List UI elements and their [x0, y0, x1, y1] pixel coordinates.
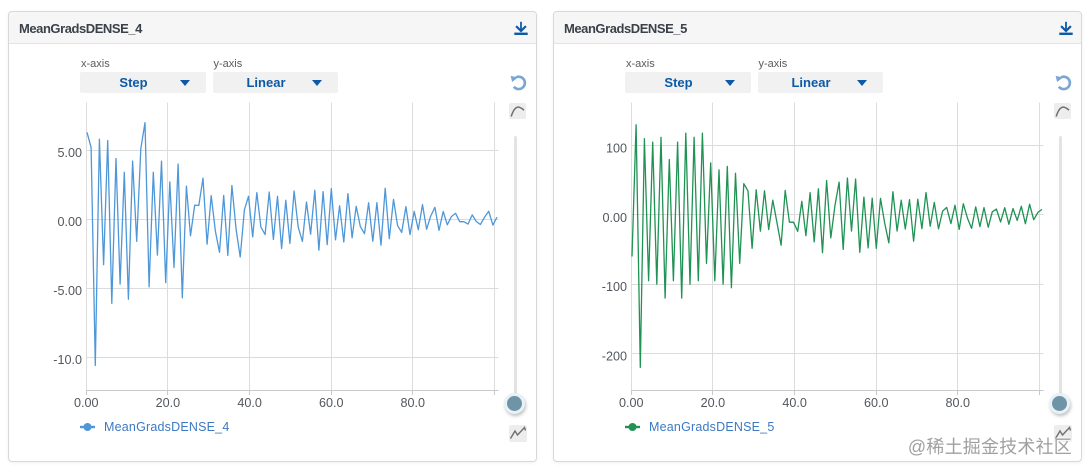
svg-text:60.0: 60.0 [864, 396, 889, 410]
svg-text:-10.0: -10.0 [53, 353, 82, 367]
svg-text:20.0: 20.0 [701, 396, 726, 410]
svg-text:0.00: 0.00 [57, 215, 82, 229]
svg-text:-200: -200 [602, 350, 627, 364]
svg-text:40.0: 40.0 [782, 396, 807, 410]
svg-text:40.0: 40.0 [237, 396, 262, 410]
svg-text:-100: -100 [602, 280, 627, 294]
svg-text:0.00: 0.00 [74, 396, 99, 410]
svg-text:80.0: 80.0 [946, 396, 971, 410]
svg-text:5.00: 5.00 [57, 146, 82, 160]
svg-text:0.00: 0.00 [619, 396, 644, 410]
svg-text:0.00: 0.00 [602, 211, 627, 225]
svg-text:20.0: 20.0 [156, 396, 181, 410]
svg-text:-5.00: -5.00 [53, 284, 82, 298]
svg-text:80.0: 80.0 [401, 396, 426, 410]
svg-text:60.0: 60.0 [319, 396, 344, 410]
svg-text:100: 100 [606, 141, 627, 155]
